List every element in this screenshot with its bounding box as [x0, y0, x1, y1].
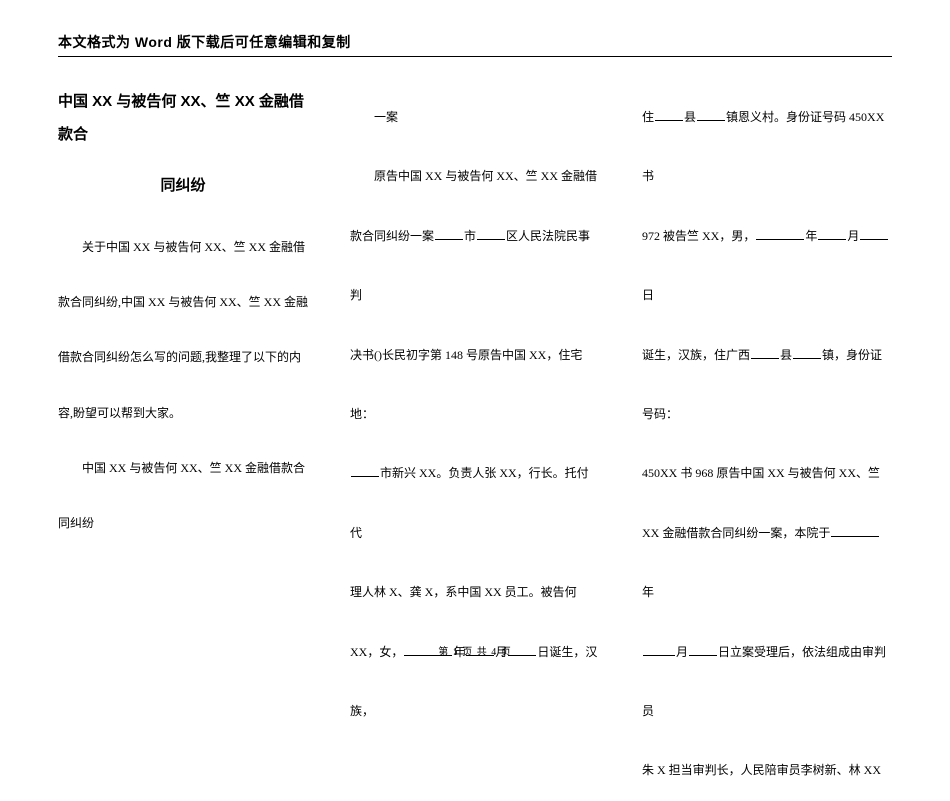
c3-p1-a: 住	[642, 110, 654, 124]
column-1: 中国 XX 与被告何 XX、竺 XX 金融借款合 同纠纷 关于中国 XX 与被告…	[58, 85, 308, 801]
c3-p5: XX 金融借款合同纠纷一案，本院于年	[642, 504, 892, 623]
c2-p3-pre: 款合同纠纷一案	[350, 229, 434, 243]
c3-p2-c: 月	[847, 229, 859, 243]
c2-p4: 决书()长民初字第 148 号原告中国 XX，住宅地：	[350, 326, 600, 445]
c3-p1: 住 县镇恩义村。身份证号码 450XX 书	[642, 88, 892, 207]
c3-p3-a: 诞生，汉族，住广西	[642, 348, 750, 362]
c3-p5-b: 年	[642, 585, 654, 599]
c1-p4: 容,盼望可以帮到大家。	[58, 386, 308, 441]
doc-title-line1: 中国 XX 与被告何 XX、竺 XX 金融借款合	[58, 85, 308, 151]
c3-p3: 诞生，汉族，住广西县镇，身份证号码：	[642, 326, 892, 445]
c3-p1-b: 县	[684, 110, 696, 124]
blank	[793, 347, 821, 359]
blank	[655, 109, 683, 121]
c1-p3: 借款合同纠纷怎么写的问题,我整理了以下的内	[58, 330, 308, 385]
blank	[818, 228, 846, 240]
c3-p7: 朱 X 担当审判长，人民陪审员李树新、林 XX	[642, 741, 892, 800]
c1-p5: 中国 XX 与被告何 XX、竺 XX 金融借款合	[58, 441, 308, 496]
c2-p3: 款合同纠纷一案市区人民法院民事判	[350, 207, 600, 326]
column-2: 一案 原告中国 XX 与被告何 XX、竺 XX 金融借 款合同纠纷一案市区人民法…	[350, 85, 600, 801]
column-3: 住县镇恩义村。身份证号码 450XX 书 972 被告竺 XX，男，年月日 诞生…	[642, 85, 892, 801]
blank	[477, 228, 505, 240]
document-page: 本文格式为 Word 版下载后可任意编辑和复制 中国 XX 与被告何 XX、竺 …	[0, 0, 950, 801]
c3-p6: 月日立案受理后，依法组成由审判员	[642, 623, 892, 742]
c1-p1: 关于中国 XX 与被告何 XX、竺 XX 金融借	[58, 220, 308, 275]
page-footer: 第 1 页 共 4 页	[0, 643, 950, 658]
blank	[697, 109, 725, 121]
c3-p2-d: 日	[642, 288, 654, 302]
header-note: 本文格式为 Word 版下载后可任意编辑和复制	[58, 32, 892, 57]
blank	[756, 228, 804, 240]
c2-p2: 原告中国 XX 与被告何 XX、竺 XX 金融借	[350, 147, 600, 206]
c2-p5: 市新兴 XX。负责人张 XX，行长。托付代	[350, 444, 600, 563]
c3-p3-b: 县	[780, 348, 792, 362]
blank	[351, 465, 379, 477]
c1-p6: 同纠纷	[58, 496, 308, 551]
c2-p6: 理人林 X、龚 X，系中国 XX 员工。被告何	[350, 563, 600, 622]
c3-p1-c: 镇恩义村。身份证号码 450XX 书	[642, 110, 884, 183]
c3-p4: 450XX 书 968 原告中国 XX 与被告何 XX、竺	[642, 444, 892, 503]
c2-p7: XX，女，年月日诞生，汉族，	[350, 623, 600, 742]
c2-p5-a: 市新兴 XX。负责人张 XX，行长。托付代	[350, 466, 589, 539]
c2-p1: 一案	[350, 88, 600, 147]
c1-p2: 款合同纠纷,中国 XX 与被告何 XX、竺 XX 金融	[58, 275, 308, 330]
blank	[435, 228, 463, 240]
blank	[751, 347, 779, 359]
column-container: 中国 XX 与被告何 XX、竺 XX 金融借款合 同纠纷 关于中国 XX 与被告…	[58, 85, 892, 801]
doc-title-line2: 同纠纷	[58, 169, 308, 202]
c2-p3-mid1: 市	[464, 229, 476, 243]
c3-p2-b: 年	[805, 229, 817, 243]
blank	[860, 228, 888, 240]
c3-p2-a: 972 被告竺 XX，男，	[642, 229, 755, 243]
c3-p2: 972 被告竺 XX，男， 年 月日	[642, 207, 892, 326]
c3-p5-a: XX 金融借款合同纠纷一案，本院于	[642, 526, 830, 540]
blank	[831, 525, 879, 537]
